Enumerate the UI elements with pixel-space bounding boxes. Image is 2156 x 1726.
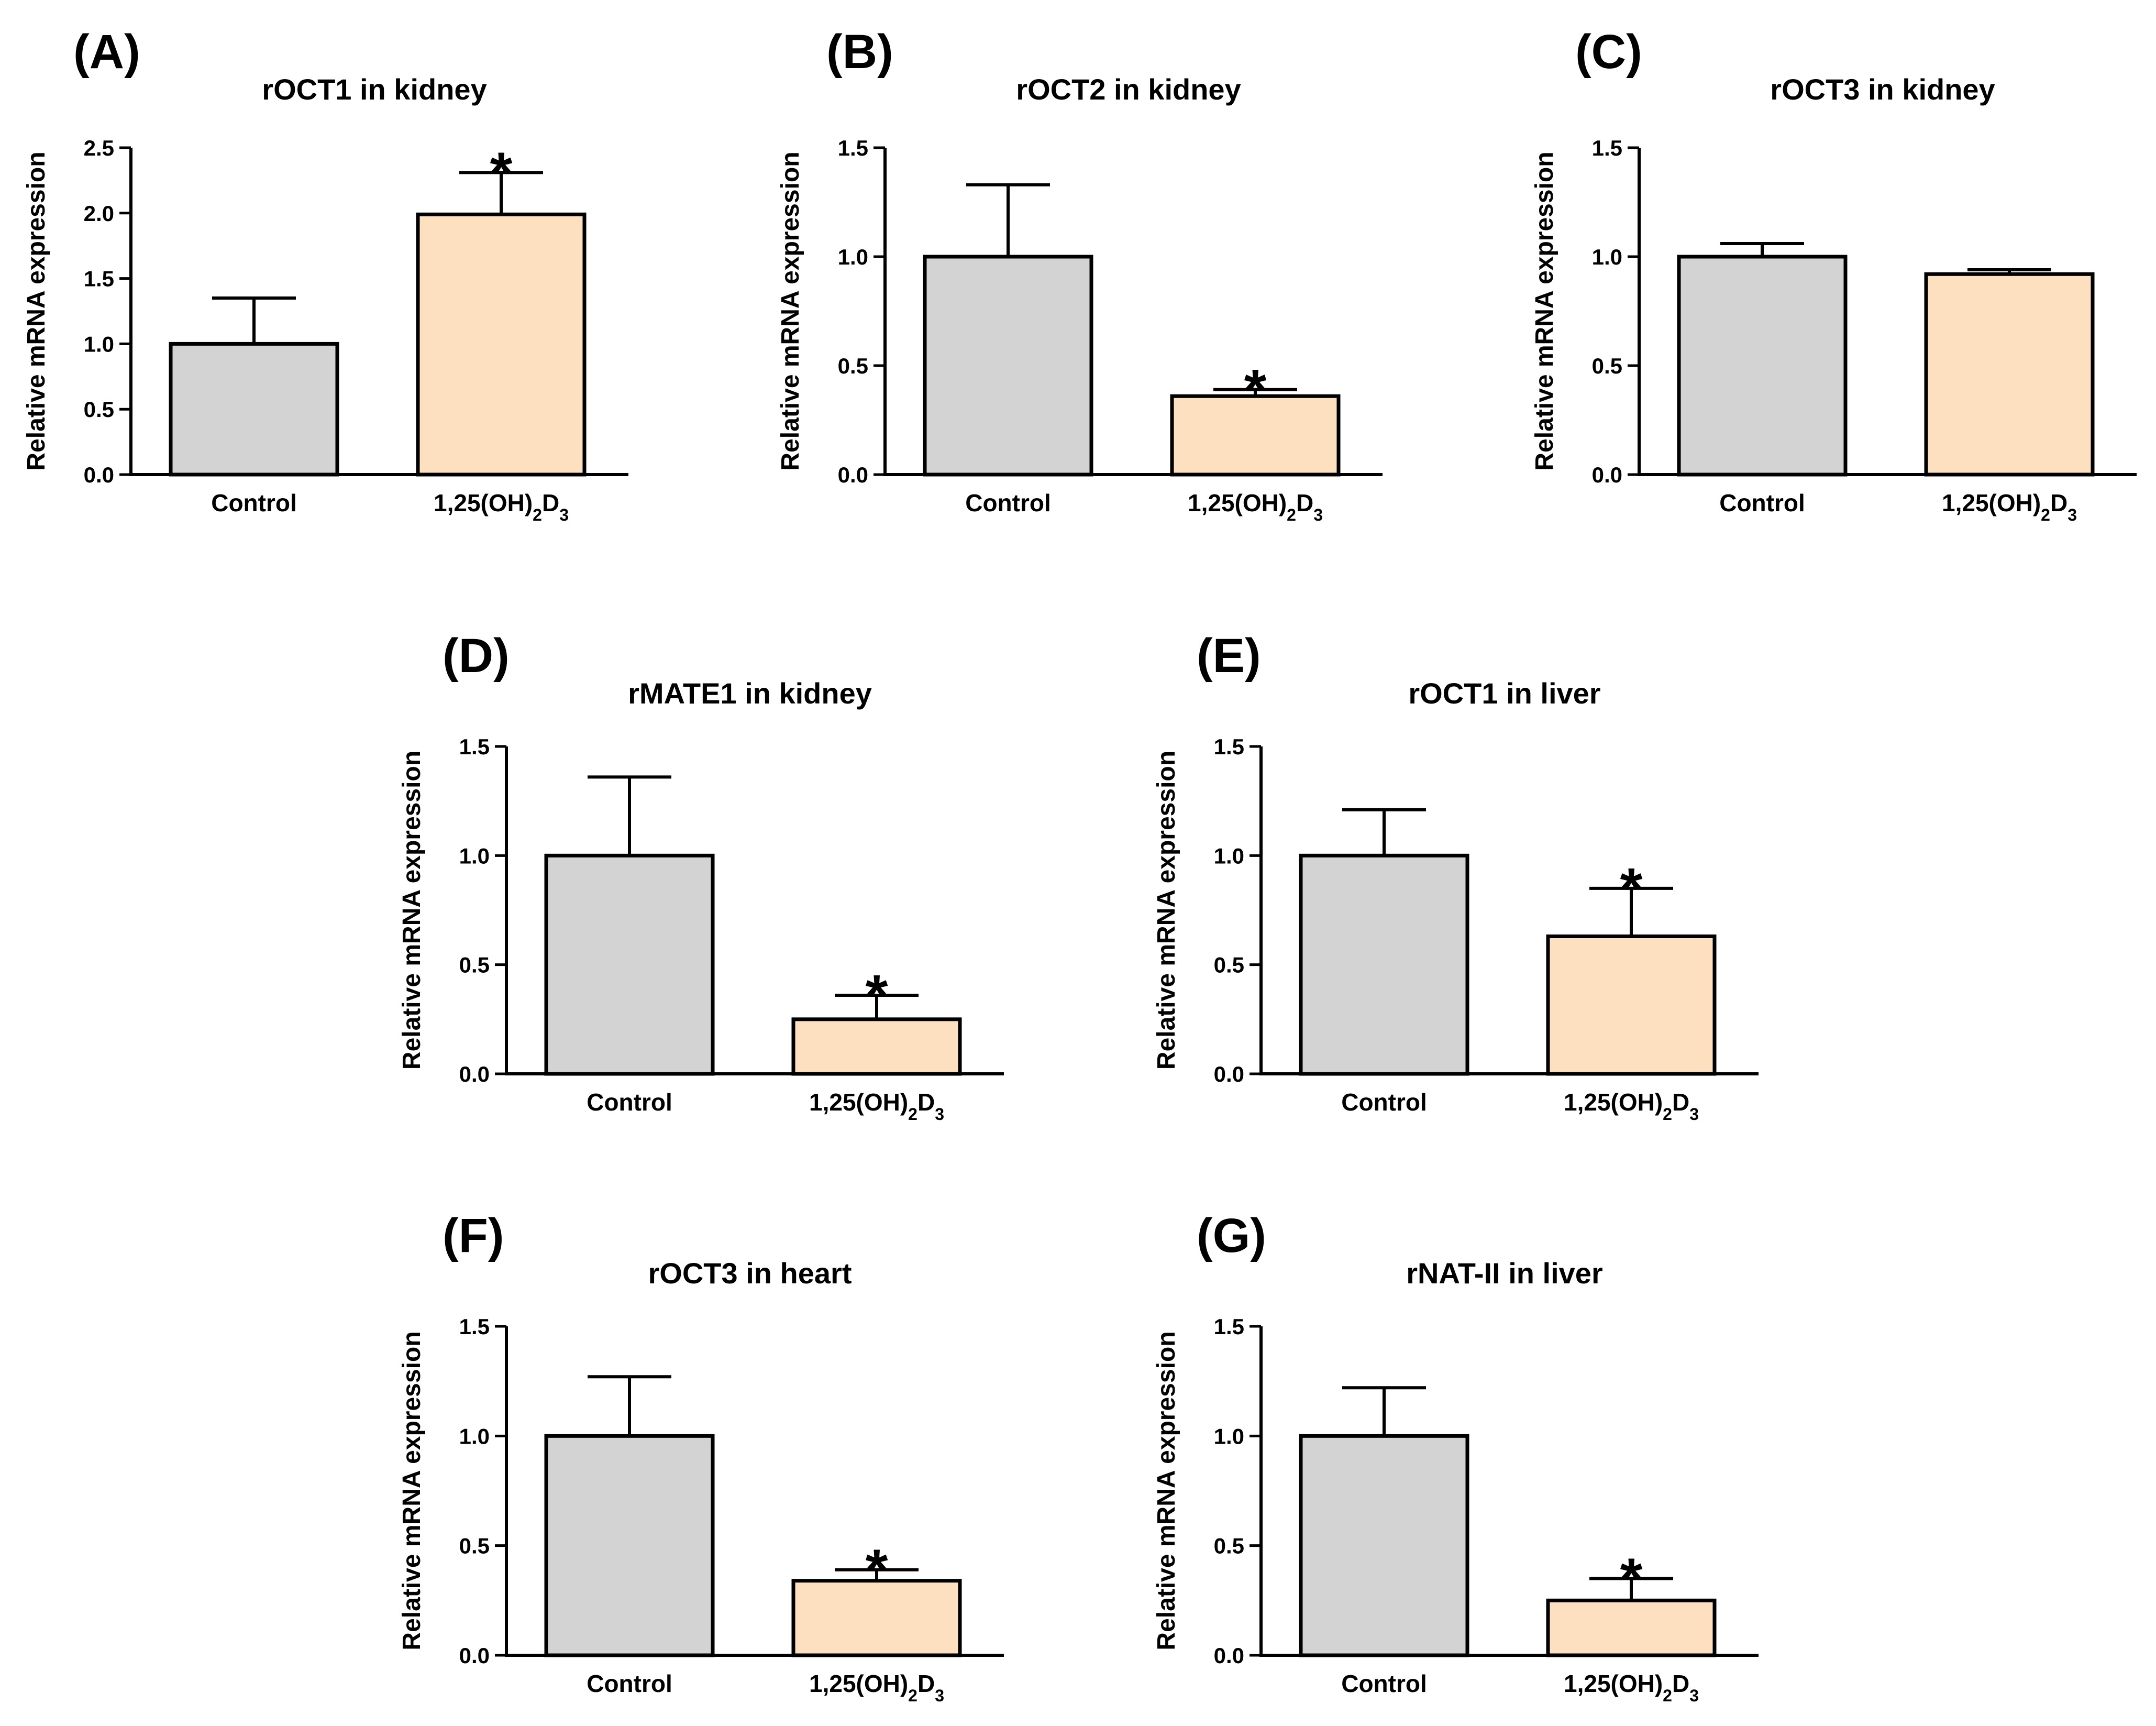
y-axis-label: Relative mRNA expression	[1531, 151, 1558, 470]
y-tick-label: 1.0	[1592, 245, 1622, 269]
x-category-label: 1,25(OH)2D3	[1564, 1089, 1699, 1124]
chart-panel-c: (C) rOCT3 in kidney Relative mRNA expressi…	[1531, 25, 2137, 524]
significance-marker: *	[490, 140, 513, 205]
y-tick-label: 1.5	[459, 734, 490, 759]
x-category-label: 1,25(OH)2D3	[809, 1670, 944, 1705]
chart-title: rOCT2 in kidney	[1016, 73, 1241, 106]
y-tick-label: 0.5	[459, 953, 490, 977]
x-category-label: Control	[1341, 1670, 1427, 1697]
panel-label: (B)	[826, 25, 893, 79]
bar-treatment	[416, 212, 587, 477]
y-tick-label: 0.5	[1214, 1534, 1244, 1558]
panel-label: (A)	[73, 25, 140, 79]
y-tick-label: 1.0	[84, 332, 114, 356]
y-tick-label: 1.5	[838, 136, 868, 160]
y-tick-label: 1.5	[1592, 136, 1622, 160]
x-category-label: Control	[211, 489, 297, 516]
chart-title: rOCT1 in liver	[1408, 677, 1600, 710]
x-category-label: Control	[587, 1670, 672, 1697]
chart-panel-a: (A) rOCT1 in kidney Relative mRNA expressi…	[23, 25, 628, 524]
y-axis-label: Relative mRNA expression	[23, 151, 50, 470]
x-category-label: 1,25(OH)2D3	[1942, 489, 2077, 524]
chart-panel-d: (D) rMATE1 in kidney Relative mRNA express…	[398, 629, 1004, 1124]
y-tick-label: 0.0	[459, 1643, 490, 1668]
y-axis-label: Relative mRNA expression	[777, 151, 804, 470]
chart-title: rOCT3 in heart	[648, 1257, 852, 1290]
y-tick-label: 2.5	[84, 136, 114, 160]
chart-panel-g: (G) rNAT-II in liver Relative mRNA express…	[1153, 1209, 1759, 1705]
bar-control	[923, 255, 1093, 477]
y-tick-label: 0.0	[1214, 1062, 1244, 1086]
y-tick-label: 1.0	[459, 1424, 490, 1448]
y-tick-label: 0.5	[84, 397, 114, 422]
y-tick-label: 0.5	[1214, 953, 1244, 977]
significance-marker: *	[1620, 1546, 1643, 1611]
y-tick-label: 2.0	[84, 201, 114, 226]
chart-title: rNAT-II in liver	[1406, 1257, 1602, 1290]
x-category-label: Control	[1341, 1089, 1427, 1116]
x-category-label: 1,25(OH)2D3	[809, 1089, 944, 1124]
bar-treatment	[1546, 935, 1717, 1076]
significance-marker: *	[1244, 358, 1267, 422]
bar-control	[544, 853, 715, 1076]
panel-label: (G)	[1197, 1209, 1266, 1262]
y-axis-label: Relative mRNA expression	[1153, 751, 1180, 1070]
y-tick-label: 0.5	[1592, 354, 1622, 378]
chart-panel-e: (E) rOCT1 in liver Relative mRNA expressio…	[1153, 629, 1759, 1124]
y-tick-label: 0.5	[459, 1534, 490, 1558]
y-tick-label: 0.0	[459, 1062, 490, 1086]
y-tick-label: 0.0	[1592, 463, 1622, 487]
y-tick-label: 1.5	[1214, 734, 1244, 759]
x-category-label: 1,25(OH)2D3	[1564, 1670, 1699, 1705]
y-tick-label: 1.5	[459, 1314, 490, 1339]
bar-treatment	[1924, 272, 2095, 477]
y-tick-label: 1.0	[838, 245, 868, 269]
x-category-label: 1,25(OH)2D3	[1188, 489, 1323, 524]
chart-panel-f: (F) rOCT3 in heart Relative mRNA expressio…	[398, 1209, 1004, 1705]
bar-control	[1299, 1434, 1469, 1657]
bar-control	[544, 1434, 715, 1657]
bar-treatment	[1546, 1598, 1717, 1657]
panel-label: (F)	[443, 1209, 504, 1262]
x-category-label: Control	[587, 1089, 672, 1116]
y-tick-label: 1.0	[459, 843, 490, 868]
bar-control	[1677, 255, 1848, 477]
chart-panel-b: (B) rOCT2 in kidney Relative mRNA expressi…	[777, 25, 1383, 524]
significance-marker: *	[866, 963, 888, 1028]
x-category-label: Control	[1719, 489, 1805, 516]
y-tick-label: 1.5	[1214, 1314, 1244, 1339]
x-category-label: Control	[965, 489, 1051, 516]
y-tick-label: 0.5	[838, 354, 868, 378]
bar-control	[1299, 853, 1469, 1076]
y-axis-label: Relative mRNA expression	[1153, 1331, 1180, 1650]
y-tick-label: 0.0	[1214, 1643, 1244, 1668]
bar-control	[169, 342, 339, 477]
x-category-label: 1,25(OH)2D3	[434, 489, 569, 524]
chart-title: rOCT1 in kidney	[262, 73, 487, 106]
y-tick-label: 0.0	[84, 463, 114, 487]
bar-treatment	[1170, 394, 1341, 477]
y-axis-label: Relative mRNA expression	[398, 751, 426, 1070]
y-tick-label: 1.5	[84, 267, 114, 291]
chart-title: rOCT3 in kidney	[1770, 73, 1995, 106]
panel-label: (E)	[1197, 629, 1261, 683]
y-axis-label: Relative mRNA expression	[398, 1331, 426, 1650]
y-tick-label: 1.0	[1214, 843, 1244, 868]
y-tick-label: 0.0	[838, 463, 868, 487]
significance-marker: *	[866, 1538, 888, 1602]
chart-title: rMATE1 in kidney	[628, 677, 872, 710]
significance-marker: *	[1620, 856, 1643, 921]
panel-label: (C)	[1575, 25, 1642, 79]
y-tick-label: 1.0	[1214, 1424, 1244, 1448]
panel-label: (D)	[443, 629, 510, 683]
bar-treatment	[791, 1017, 962, 1076]
